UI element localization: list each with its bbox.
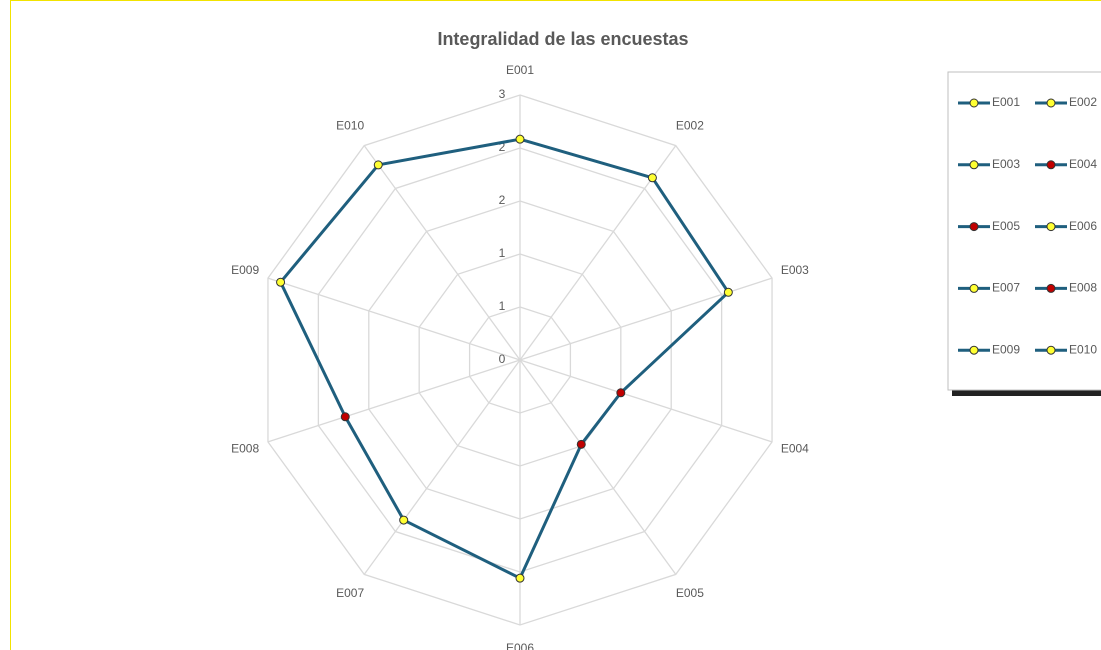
data-point — [340, 412, 350, 422]
legend-label: E010 — [1069, 342, 1097, 356]
category-label: E008 — [231, 441, 259, 455]
legend-marker — [969, 283, 979, 293]
category-label: E001 — [506, 63, 534, 77]
legend-marker — [1046, 222, 1056, 232]
category-label: E004 — [781, 441, 809, 455]
chart-title: Integralidad de las encuestas — [437, 29, 688, 49]
category-label: E003 — [781, 263, 809, 277]
r-tick-label: 1 — [499, 299, 506, 313]
legend-label: E007 — [992, 281, 1020, 295]
legend-label: E003 — [992, 157, 1020, 171]
r-tick-label: 2 — [499, 193, 506, 207]
legend-marker — [1046, 283, 1056, 293]
spoke — [267, 277, 521, 361]
legend-marker — [969, 222, 979, 232]
legend-label: E004 — [1069, 157, 1097, 171]
legend-marker — [969, 345, 979, 355]
legend-label: E001 — [992, 95, 1020, 109]
r-tick-label: 3 — [499, 87, 506, 101]
legend-marker — [1046, 345, 1056, 355]
data-point — [616, 388, 626, 398]
data-point — [276, 277, 286, 287]
data-point — [373, 160, 383, 170]
data-point — [399, 515, 409, 525]
spoke — [519, 277, 773, 361]
legend-label: E002 — [1069, 95, 1097, 109]
legend-label: E006 — [1069, 219, 1097, 233]
spoke — [363, 359, 521, 575]
category-label: E002 — [676, 118, 704, 132]
category-label: E005 — [676, 586, 704, 600]
legend-marker — [1046, 98, 1056, 108]
data-point — [515, 134, 525, 144]
legend-marker — [1046, 160, 1056, 170]
data-point — [515, 573, 525, 583]
r-tick-label: 2 — [499, 140, 506, 154]
spoke — [267, 359, 521, 443]
category-label: E010 — [336, 118, 364, 132]
legend-label: E008 — [1069, 281, 1097, 295]
r-tick-label: 0 — [499, 352, 506, 366]
category-label: E009 — [231, 263, 259, 277]
data-point — [576, 439, 586, 449]
legend-marker — [969, 160, 979, 170]
spoke — [363, 145, 521, 361]
data-point — [723, 287, 733, 297]
category-label: E006 — [506, 641, 534, 650]
legend-label: E005 — [992, 219, 1020, 233]
r-tick-label: 1 — [499, 246, 506, 260]
category-label: E007 — [336, 586, 364, 600]
data-point — [647, 173, 657, 183]
legend-label: E009 — [992, 342, 1020, 356]
legend-marker — [969, 98, 979, 108]
spoke — [519, 359, 773, 443]
spoke — [519, 359, 677, 575]
chart-frame — [10, 0, 1101, 650]
